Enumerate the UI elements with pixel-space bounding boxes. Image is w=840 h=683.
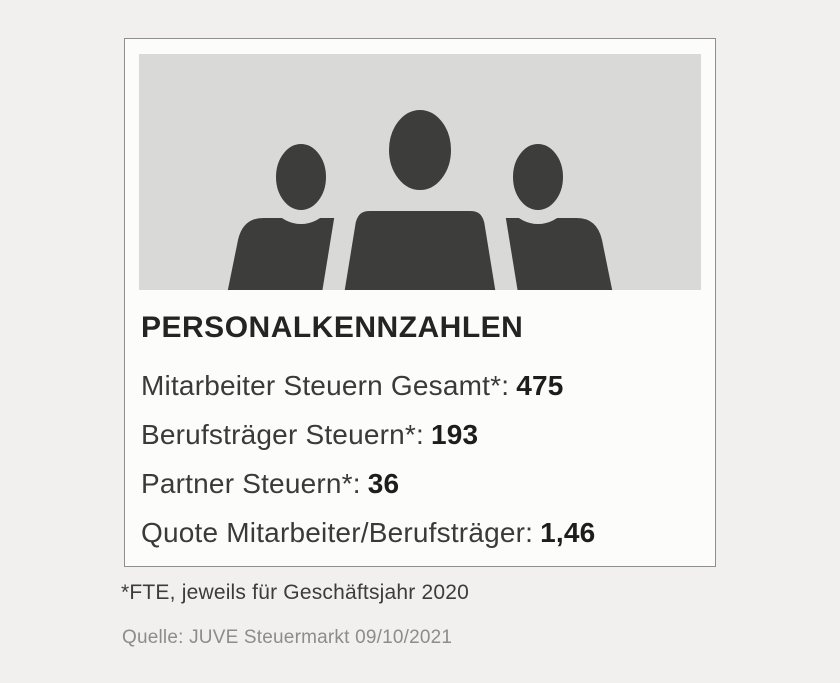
stat-row: Mitarbeiter Steuern Gesamt*: 475 [141, 361, 701, 410]
stat-label: Mitarbeiter Steuern Gesamt*: [141, 370, 510, 401]
stat-label: Quote Mitarbeiter/Berufsträger: [141, 517, 534, 548]
stat-row: Berufsträger Steuern*: 193 [141, 410, 701, 459]
footnote: *FTE, jeweils für Geschäftsjahr 2020 [121, 581, 470, 604]
stats-card: PERSONALKENNZAHLEN Mitarbeiter Steuern G… [124, 38, 716, 567]
stat-value: 36 [367, 468, 400, 499]
stat-label: Partner Steuern*: [141, 468, 361, 499]
source-line: Quelle: JUVE Steuermarkt 09/10/2021 [122, 627, 453, 648]
people-image [139, 54, 701, 290]
stat-label: Berufsträger Steuern*: [141, 419, 424, 450]
three-people-silhouette-icon [139, 54, 701, 290]
stat-value: 475 [516, 370, 564, 401]
stat-row: Quote Mitarbeiter/Berufsträger: 1,46 [141, 508, 701, 557]
stat-value: 193 [431, 419, 479, 450]
stat-row: Partner Steuern*: 36 [141, 459, 701, 508]
stat-value: 1,46 [540, 517, 596, 548]
stats-list: Mitarbeiter Steuern Gesamt*: 475 Berufstr… [141, 361, 701, 557]
card-title: PERSONALKENNZAHLEN [141, 311, 524, 344]
